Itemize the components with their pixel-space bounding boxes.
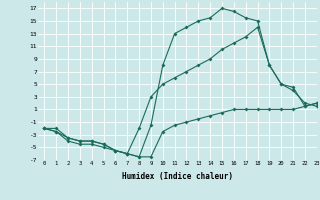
X-axis label: Humidex (Indice chaleur): Humidex (Indice chaleur) bbox=[122, 172, 233, 181]
